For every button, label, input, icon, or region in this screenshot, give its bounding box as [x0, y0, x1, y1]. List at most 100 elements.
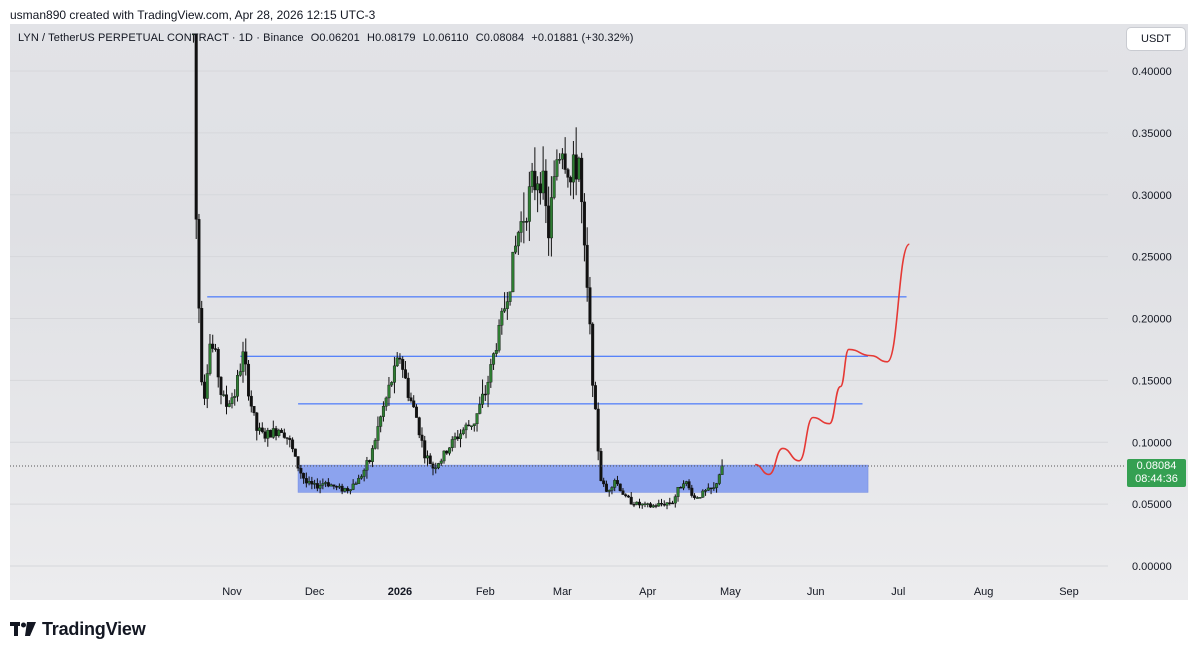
projection-layer — [754, 243, 911, 476]
price-tick-label: 0.25000 — [1132, 252, 1172, 264]
candle-body — [200, 308, 204, 383]
candle-body — [448, 447, 452, 454]
candle-body — [414, 406, 418, 418]
candle-body — [500, 310, 504, 326]
candle-body — [571, 154, 575, 183]
candle-body — [552, 176, 556, 198]
candle-body — [398, 357, 402, 360]
candle-body — [315, 483, 319, 489]
candle-body — [676, 487, 680, 497]
candle-body — [213, 348, 217, 350]
time-tick-label: Mar — [553, 586, 572, 598]
candle-body — [558, 159, 562, 161]
candle-body — [695, 497, 699, 499]
candle-body — [335, 486, 339, 488]
time-tick-label: Jul — [891, 586, 905, 598]
candle-body — [428, 455, 432, 465]
candle-body — [497, 325, 501, 351]
candle-body — [247, 363, 251, 397]
candle-body — [646, 503, 650, 505]
candle-body — [409, 397, 413, 401]
candle-body — [637, 501, 641, 506]
candle-body — [593, 385, 597, 410]
candle-body — [365, 460, 369, 471]
candle-body — [357, 478, 361, 484]
candle-body — [252, 406, 256, 414]
candle-body — [508, 291, 512, 302]
candle-body — [481, 393, 485, 405]
candle-body — [596, 408, 600, 452]
candle-body — [359, 476, 363, 479]
candle-body — [417, 417, 421, 436]
candle-body — [547, 205, 551, 239]
candle-body — [530, 170, 534, 187]
candle-body — [536, 183, 540, 191]
candle-body — [258, 427, 262, 431]
candle-body — [527, 186, 531, 222]
footer: TradingView — [10, 617, 146, 641]
candle-body — [582, 201, 586, 246]
tradingview-logo-text: TradingView — [42, 618, 146, 639]
candle-body — [227, 403, 231, 407]
candle-body — [635, 501, 639, 505]
currency-button[interactable]: USDT — [1127, 28, 1185, 50]
time-tick-label: Sep — [1059, 586, 1079, 598]
candle-body — [450, 439, 454, 448]
candle-body — [390, 382, 394, 386]
time-tick-label: Jun — [807, 586, 825, 598]
candle-body — [216, 349, 220, 378]
ohlc-close: C0.08084 — [475, 32, 525, 44]
resistance-lines-layer — [207, 296, 907, 405]
candle-body — [368, 460, 372, 462]
candle-body — [475, 413, 479, 425]
chart-credit: usman890 created with TradingView.com, A… — [10, 8, 376, 22]
candle-body — [472, 423, 476, 426]
candle-body — [591, 323, 595, 386]
candle-body — [362, 469, 366, 477]
ohlc-open: O0.06201 — [310, 32, 360, 44]
candle-body — [621, 490, 625, 495]
candle-body — [293, 448, 297, 457]
price-tick-label: 0.05000 — [1132, 499, 1172, 511]
candle-body — [505, 301, 509, 309]
candle-body — [569, 177, 573, 183]
candle-body — [351, 483, 355, 490]
candle-body — [348, 489, 352, 492]
candle-body — [313, 483, 317, 485]
candle-body — [222, 394, 226, 396]
candle-body — [549, 197, 553, 239]
time-tick-label: Dec — [305, 586, 325, 598]
candle-body — [511, 251, 515, 293]
candle-body — [318, 484, 322, 489]
price-tick-label: 0.40000 — [1132, 66, 1172, 78]
candles-layer — [191, 33, 724, 510]
candle-body — [541, 170, 545, 194]
candle-body — [205, 373, 209, 399]
candle-body — [379, 416, 383, 427]
candle-body — [401, 359, 405, 370]
candle-body — [326, 482, 330, 487]
time-tick-label: Nov — [222, 586, 242, 598]
candle-body — [615, 480, 619, 485]
candle-body — [324, 482, 328, 484]
candle-body — [665, 502, 669, 506]
candle-body — [285, 437, 289, 439]
candle-body — [640, 503, 644, 506]
ohlc-change: +0.01881 (+30.32%) — [531, 32, 634, 44]
candle-body — [494, 350, 498, 354]
candle-body — [624, 494, 628, 497]
candle-body — [445, 450, 449, 454]
candle-body — [384, 397, 388, 407]
candle-body — [354, 483, 358, 485]
candle-body — [230, 397, 234, 404]
candle-body — [425, 455, 429, 459]
candle-body — [464, 424, 468, 431]
candle-body — [684, 481, 688, 484]
candle-body — [282, 432, 286, 438]
candle-body — [271, 428, 275, 438]
projection-path — [754, 243, 911, 476]
candle-body — [538, 183, 542, 194]
candle-body — [224, 394, 228, 407]
candle-body — [602, 480, 606, 485]
